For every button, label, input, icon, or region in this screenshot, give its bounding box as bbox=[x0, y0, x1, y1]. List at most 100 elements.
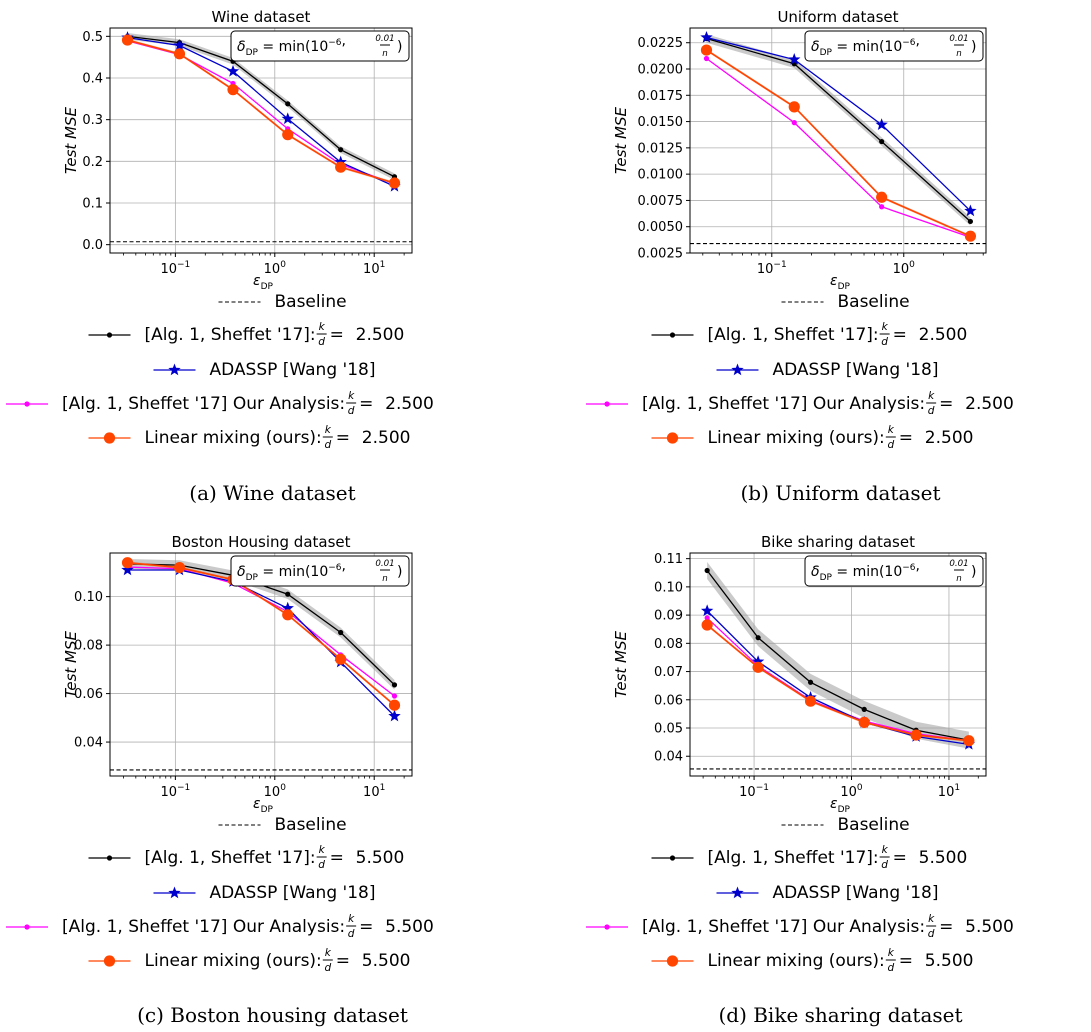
legend-item-baseline: Baseline bbox=[781, 292, 910, 312]
annotation-text: δDP = min(10−6, bbox=[237, 33, 346, 58]
y-tick-label: 0.0175 bbox=[638, 89, 684, 104]
legend-kd-fraction: kd bbox=[926, 390, 937, 417]
data-point bbox=[791, 120, 797, 126]
legend-label: ADASSP [Wang '18] bbox=[210, 883, 376, 903]
legend: Baseline [Alg. 1, Sheffet '17]: kd = 2.50… bbox=[586, 292, 1014, 451]
x-tick-label: 100 bbox=[264, 260, 287, 277]
frac-denominator: n bbox=[382, 574, 388, 584]
legend-label: [Alg. 1, Sheffet '17]: bbox=[708, 848, 879, 868]
confidence-band bbox=[127, 38, 395, 185]
y-tick-label: 0.05 bbox=[654, 722, 683, 737]
legend-swatch-marker bbox=[24, 924, 30, 930]
frac-numerator: k bbox=[348, 390, 355, 402]
data-point bbox=[281, 601, 294, 614]
legend-kd-fraction: kd bbox=[316, 321, 327, 348]
legend-swatch-marker bbox=[106, 332, 113, 338]
annotation-text: δDP = min(10−6, bbox=[237, 558, 346, 583]
legend-kd-fraction: kd bbox=[346, 913, 357, 940]
frac-numerator: k bbox=[928, 913, 935, 925]
legend-item-sheffet: [Alg. 1, Sheffet '17]: kd = 2.500 bbox=[651, 321, 967, 348]
legend-kd-fraction: kd bbox=[926, 913, 937, 940]
legend-swatch-marker bbox=[106, 855, 113, 861]
y-tick-label: 0.0200 bbox=[638, 63, 684, 78]
data-point bbox=[858, 716, 870, 728]
legend-kd-value: 2.500 bbox=[362, 428, 411, 448]
legend-swatch-marker bbox=[669, 332, 676, 338]
figure-caption: (a) Wine dataset bbox=[189, 481, 355, 505]
data-point bbox=[335, 161, 347, 173]
legend-label: Linear mixing (ours): bbox=[145, 428, 322, 448]
figure-caption: (d) Bike sharing dataset bbox=[718, 1003, 962, 1027]
y-axis-label: Test MSE bbox=[612, 107, 630, 174]
data-point bbox=[121, 557, 134, 569]
data-point bbox=[879, 138, 885, 145]
y-axis-label: Test MSE bbox=[62, 631, 80, 698]
annotation-text: δDP = min(10−6, bbox=[811, 558, 920, 583]
legend-item-sheffet: [Alg. 1, Sheffet '17]: kd = 5.500 bbox=[88, 844, 404, 871]
data-point bbox=[700, 44, 713, 56]
frac-numerator: k bbox=[882, 844, 889, 856]
data-point bbox=[700, 30, 713, 43]
x-tick-label: 10−1 bbox=[757, 260, 787, 277]
frac-denominator: d bbox=[318, 859, 325, 871]
legend-kd-fraction: kd bbox=[322, 947, 333, 974]
confidence-band bbox=[127, 33, 395, 181]
series-sheffet bbox=[703, 34, 974, 226]
y-tick-label: 0.3 bbox=[82, 113, 103, 128]
series-line bbox=[706, 57, 971, 238]
frac-numerator: 0.01 bbox=[375, 559, 394, 569]
frac-numerator: 0.01 bbox=[375, 34, 394, 44]
x-tick-label: 101 bbox=[363, 783, 385, 800]
legend-label: Baseline bbox=[838, 815, 910, 835]
confidence-band bbox=[706, 48, 971, 238]
legend-label: [Alg. 1, Sheffet '17]: bbox=[708, 325, 879, 345]
data-point bbox=[391, 693, 398, 699]
annotation-fraction: 0.01 n bbox=[949, 559, 968, 584]
legend-item-adassp: ADASSP [Wang '18] bbox=[153, 883, 376, 903]
frac-denominator: d bbox=[881, 859, 888, 871]
data-point bbox=[879, 204, 885, 210]
legend-equals: = bbox=[336, 951, 350, 971]
frac-denominator: d bbox=[928, 405, 935, 417]
frac-denominator: d bbox=[348, 928, 355, 940]
legend-kd-value: 2.500 bbox=[385, 394, 434, 414]
legend-label: ADASSP [Wang '18] bbox=[773, 360, 939, 380]
legend-swatch-marker bbox=[669, 855, 676, 861]
legend-label: Linear mixing (ours): bbox=[145, 951, 322, 971]
x-tick-label: 101 bbox=[938, 783, 960, 800]
legend-equals: = bbox=[899, 951, 913, 971]
chart-panel-2: Uniform dataset 0.0025 0.0050 0.0075 0.0100 0… bbox=[586, 8, 1014, 505]
x-tick-label: 100 bbox=[840, 783, 863, 800]
frac-numerator: k bbox=[325, 947, 332, 959]
legend-equals: = bbox=[939, 917, 953, 937]
data-point bbox=[227, 84, 239, 96]
legend-kd-value: 2.500 bbox=[356, 325, 405, 345]
y-tick-label: 0.10 bbox=[654, 580, 683, 595]
data-point bbox=[967, 218, 974, 225]
frac-denominator: n bbox=[956, 49, 962, 59]
series-mixing bbox=[121, 557, 401, 711]
legend: Baseline[Alg. 1, Sheffet '17]: kd = 5.50… bbox=[586, 815, 1014, 974]
data-point bbox=[173, 561, 186, 574]
frac-denominator: d bbox=[348, 405, 355, 417]
data-point bbox=[282, 609, 294, 621]
x-axis-label: εDP bbox=[253, 796, 274, 815]
legend-kd-fraction: kd bbox=[879, 321, 890, 348]
chart-title: Bike sharing dataset bbox=[761, 533, 915, 551]
x-tick-label: 10−1 bbox=[160, 783, 190, 800]
grid bbox=[110, 553, 412, 776]
series-ours_analysis bbox=[704, 615, 972, 744]
legend: Baseline[Alg. 1, Sheffet '17]: kd = 2.50… bbox=[6, 292, 434, 451]
x-tick-label: 101 bbox=[363, 260, 385, 277]
legend-swatch-marker bbox=[604, 924, 610, 930]
legend-label: [Alg. 1, Sheffet '17] Our Analysis: bbox=[642, 917, 925, 937]
y-tick-label: 0.4 bbox=[82, 72, 103, 87]
data-point bbox=[388, 177, 401, 189]
annotation-close: ) bbox=[971, 39, 976, 55]
legend-kd-fraction: kd bbox=[346, 390, 357, 417]
data-point bbox=[910, 729, 922, 741]
legend-swatch-marker bbox=[666, 955, 679, 967]
y-tick-label: 0.04 bbox=[654, 750, 683, 765]
data-point bbox=[173, 39, 186, 51]
data-point bbox=[875, 118, 888, 130]
